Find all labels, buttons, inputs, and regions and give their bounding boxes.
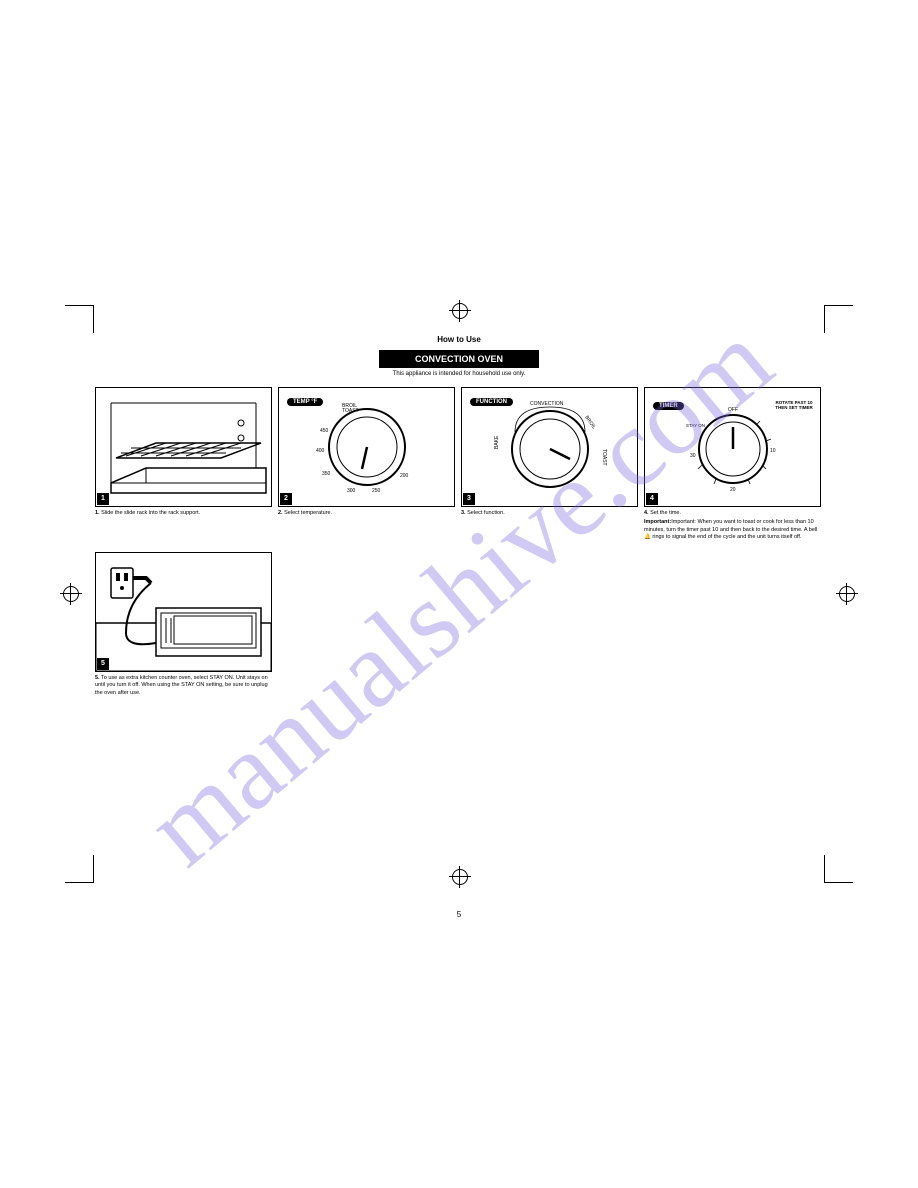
- step-4: TIMER ROTATE PAST 10 THEN SET TIMER OFF …: [644, 387, 821, 542]
- step-2: TEMP °F BROIL TOAST 450 400 350 300 250 …: [278, 387, 455, 542]
- caption: 3. Select function.: [461, 510, 636, 517]
- crop-mark: [65, 305, 93, 306]
- panel-timer-dial: TIMER ROTATE PAST 10 THEN SET TIMER OFF …: [644, 387, 821, 507]
- content-area: How to Use CONVECTION OVEN This applianc…: [95, 335, 823, 699]
- subtitle: This appliance is intended for household…: [95, 371, 823, 377]
- crop-mark: [93, 855, 94, 883]
- svg-text:10: 10: [770, 448, 776, 454]
- panel-row-2: 5 5. To use as extra kitchen counter ove…: [95, 552, 823, 697]
- svg-text:STAY ON: STAY ON: [686, 423, 705, 428]
- crop-mark: [93, 305, 94, 333]
- crop-mark: [825, 305, 853, 306]
- panel-row-1: 1 1. Slide the slide rack into the rack …: [95, 387, 823, 542]
- step-5: 5 5. To use as extra kitchen counter ove…: [95, 552, 272, 697]
- caption: 1. Slide the slide rack into the rack su…: [95, 510, 270, 517]
- panel-number: 5: [97, 658, 109, 670]
- step-3: FUNCTION BAKE CONVECTION BROIL TOAST 3 3…: [461, 387, 638, 542]
- svg-text:TOAST: TOAST: [342, 408, 359, 414]
- svg-text:300: 300: [347, 488, 356, 494]
- svg-text:400: 400: [316, 448, 325, 454]
- svg-text:CONVECTION: CONVECTION: [530, 401, 564, 407]
- caption: 5. To use as extra kitchen counter oven,…: [95, 675, 270, 697]
- manual-page: manualshive.com How to Use CONVECTION OV…: [0, 0, 918, 1188]
- panel-function-dial: FUNCTION BAKE CONVECTION BROIL TOAST 3: [461, 387, 638, 507]
- panel-plug-illustration: 5: [95, 552, 272, 672]
- svg-text:TOAST: TOAST: [601, 449, 607, 466]
- section-bar: CONVECTION OVEN: [379, 350, 539, 368]
- svg-text:250: 250: [372, 488, 381, 494]
- panel-rack-illustration: 1: [95, 387, 272, 507]
- timer-dial-icon: OFF STAY ON 10 20 30: [678, 397, 788, 497]
- svg-text:30: 30: [690, 453, 696, 459]
- registration-mark: [449, 866, 471, 888]
- registration-mark: [60, 583, 82, 605]
- registration-mark: [449, 300, 471, 322]
- svg-text:20: 20: [730, 487, 736, 493]
- svg-text:450: 450: [320, 428, 329, 434]
- panel-number: 3: [463, 493, 475, 505]
- panel-temp-dial: TEMP °F BROIL TOAST 450 400 350 300 250 …: [278, 387, 455, 507]
- step-1: 1 1. Slide the slide rack into the rack …: [95, 387, 272, 542]
- svg-text:BROIL: BROIL: [583, 415, 597, 431]
- bell-icon: 🔔: [644, 534, 651, 540]
- temp-dial-icon: BROIL TOAST 450 400 350 300 250 200: [312, 397, 422, 497]
- caption: 4. Set the time. Important:Important: Wh…: [644, 510, 819, 542]
- panel-number: 1: [97, 493, 109, 505]
- page-number: 5: [457, 910, 461, 919]
- outlet-plug-icon: [96, 553, 271, 671]
- registration-mark: [836, 583, 858, 605]
- crop-mark: [825, 882, 853, 883]
- panel-number: 4: [646, 493, 658, 505]
- function-dial-icon: BAKE CONVECTION BROIL TOAST: [485, 397, 615, 497]
- page-heading: How to Use: [95, 335, 823, 344]
- crop-mark: [65, 882, 93, 883]
- crop-mark: [824, 305, 825, 333]
- svg-text:350: 350: [322, 471, 331, 477]
- svg-text:OFF: OFF: [728, 407, 738, 413]
- svg-text:BAKE: BAKE: [494, 435, 500, 449]
- svg-text:200: 200: [400, 473, 409, 479]
- oven-rack-icon: [96, 388, 271, 506]
- panel-number: 2: [280, 493, 292, 505]
- caption: 2. Select temperature.: [278, 510, 453, 517]
- crop-mark: [824, 855, 825, 883]
